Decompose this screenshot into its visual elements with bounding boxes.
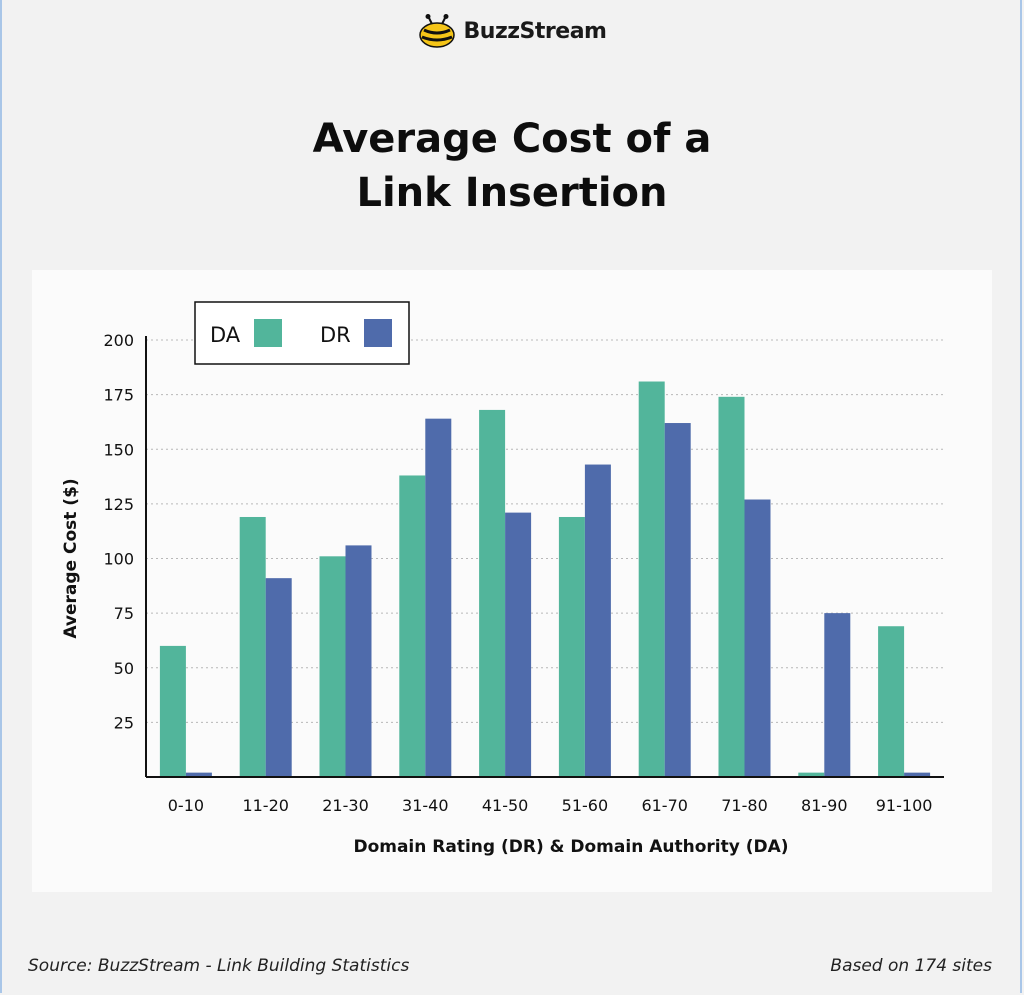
x-tick-label: 31-40: [402, 796, 449, 815]
x-tick-label: 81-90: [801, 796, 848, 815]
bee-icon: [418, 14, 455, 48]
bar-da: [319, 556, 346, 777]
bar-da: [638, 381, 665, 777]
bar-da: [239, 516, 266, 777]
x-axis-label: Domain Rating (DR) & Domain Authority (D…: [353, 837, 788, 857]
bar-dr: [345, 545, 372, 777]
bar-dr: [904, 772, 931, 777]
bar-da: [399, 475, 426, 777]
x-tick-label: 0-10: [168, 796, 204, 815]
y-tick-label: 175: [103, 386, 134, 405]
y-axis-label: Average Cost ($): [61, 478, 81, 638]
footer: Source: BuzzStream - Link Building Stati…: [0, 956, 1024, 980]
chart-panel: 25 50 75 100 125 150 175 200 0-10 11-20 21-30 31-40…: [32, 270, 992, 892]
bar-da: [798, 772, 825, 777]
bar-da: [718, 396, 745, 777]
bar-dr: [744, 499, 771, 777]
y-tick-label: 25: [114, 713, 134, 732]
title-line-1: Average Cost of a: [312, 116, 712, 162]
legend-label: DR: [320, 323, 351, 347]
y-tick-label: 150: [103, 440, 134, 459]
bar-dr: [664, 423, 691, 777]
x-tick-label: 91-100: [876, 796, 933, 815]
legend-swatch: [254, 319, 282, 347]
legend-label: DA: [210, 323, 241, 347]
sample-size-note: Based on 174 sites: [830, 956, 992, 976]
x-tick-label: 41-50: [482, 796, 529, 815]
bar-dr: [505, 512, 532, 777]
page-title: Average Cost of a Link Insertion: [0, 112, 1024, 220]
bar-da: [878, 626, 905, 777]
bar-chart: 25 50 75 100 125 150 175 200 0-10 11-20 21-30 31-40…: [61, 301, 944, 857]
brand-logo: BuzzStream: [0, 14, 1024, 48]
x-tick-label: 61-70: [641, 796, 688, 815]
y-tick-label: 200: [103, 331, 134, 350]
legend-swatch: [364, 319, 392, 347]
source-note: Source: BuzzStream - Link Building Stati…: [28, 956, 410, 976]
x-tick-label: 21-30: [322, 796, 369, 815]
y-tick-label: 125: [103, 495, 134, 514]
bar-dr: [265, 578, 292, 777]
y-tick-label: 100: [103, 550, 134, 569]
bar-dr: [824, 613, 851, 777]
bar-da: [558, 516, 585, 777]
title-line-2: Link Insertion: [356, 170, 668, 216]
bar-da: [159, 645, 186, 777]
brand-name: BuzzStream: [463, 18, 607, 44]
bar-dr: [584, 464, 611, 777]
bar-dr: [425, 418, 452, 777]
x-tick-label: 11-20: [242, 796, 289, 815]
y-tick-label: 75: [114, 604, 134, 623]
bar-da: [479, 409, 506, 777]
x-tick-label: 71-80: [721, 796, 768, 815]
y-tick-label: 50: [114, 659, 134, 678]
x-tick-label: 51-60: [562, 796, 609, 815]
bar-dr: [185, 772, 212, 777]
